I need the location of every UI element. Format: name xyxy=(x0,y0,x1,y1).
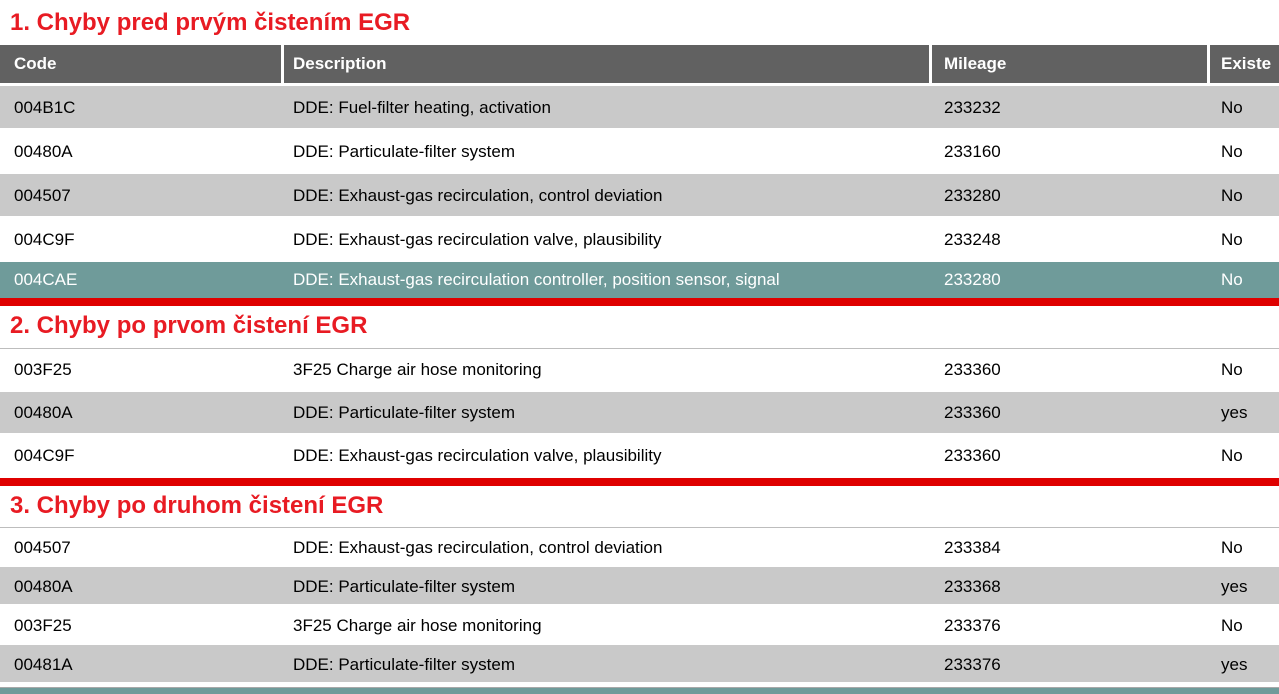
mileage-cell: 233360 xyxy=(944,446,1001,466)
existent-cell: No xyxy=(1221,537,1243,557)
description-cell: DDE: Exhaust-gas recirculation, control … xyxy=(293,537,663,557)
mileage-cell: 233160 xyxy=(944,141,1001,161)
mileage-cell: 233376 xyxy=(944,615,1001,635)
fault-row[interactable]: 004CAE DDE: Exhaust-gas recirculation co… xyxy=(0,261,1279,298)
fault-rows-section-3: 004507 DDE: Exhaust-gas recirculation, c… xyxy=(0,528,1279,685)
description-cell: DDE: Exhaust-gas recirculation controlle… xyxy=(293,269,780,289)
mileage-cell: 233360 xyxy=(944,360,1001,380)
fault-table-header: Code Description Mileage Existe xyxy=(0,44,1279,83)
fault-row[interactable]: 004507 DDE: Exhaust-gas recirculation, c… xyxy=(0,173,1279,218)
mileage-cell: 233280 xyxy=(944,185,1001,205)
existent-cell: No xyxy=(1221,360,1243,380)
table-top-border xyxy=(0,347,1279,349)
description-cell: DDE: Particulate-filter system xyxy=(293,403,515,423)
code-cell: 00480A xyxy=(14,141,73,161)
mileage-cell: 233368 xyxy=(944,576,1001,596)
section-2-title: 2. Chyby po prvom čistení EGR xyxy=(10,311,368,339)
column-header-code: Code xyxy=(0,44,284,83)
fault-row[interactable]: 004C9F DDE: Exhaust-gas recirculation va… xyxy=(0,434,1279,478)
fault-row[interactable]: 00481A DDE: Particulate-filter system 23… xyxy=(0,645,1279,685)
description-cell: 3F25 Charge air hose monitoring xyxy=(293,360,542,380)
fault-row[interactable]: 003F25 3F25 Charge air hose monitoring 2… xyxy=(0,348,1279,392)
description-cell: DDE: Fuel-filter heating, activation xyxy=(293,97,551,117)
fault-rows-section-1: 004B1C DDE: Fuel-filter heating, activat… xyxy=(0,85,1279,298)
description-cell: DDE: Particulate-filter system xyxy=(293,141,515,161)
description-cell: 3F25 Charge air hose monitoring xyxy=(293,615,542,635)
red-divider xyxy=(0,477,1279,486)
section-1-title: 1. Chyby pred prvým čistením EGR xyxy=(10,9,411,36)
existent-cell: yes xyxy=(1221,654,1248,674)
fault-row[interactable]: 004C9F DDE: Exhaust-gas recirculation va… xyxy=(0,217,1279,262)
code-cell: 004C9F xyxy=(14,229,75,249)
column-header-description: Description xyxy=(284,44,932,83)
code-cell: 004B1C xyxy=(14,97,76,117)
mileage-cell: 233280 xyxy=(944,269,1001,289)
existent-cell: yes xyxy=(1221,576,1248,596)
section-before-first-cleaning: 1. Chyby pred prvým čistením EGR Code De… xyxy=(0,9,1279,298)
fault-row[interactable]: 00480A DDE: Particulate-filter system 23… xyxy=(0,391,1279,435)
existent-cell: No xyxy=(1221,97,1243,117)
fault-row[interactable]: 003F25 3F25 Charge air hose monitoring 2… xyxy=(0,606,1279,646)
existent-cell: No xyxy=(1221,269,1243,289)
code-cell: 004507 xyxy=(14,185,71,205)
mileage-cell: 233360 xyxy=(944,403,1001,423)
mileage-cell: 233232 xyxy=(944,97,1001,117)
existent-cell: No xyxy=(1221,141,1243,161)
code-cell: 00480A xyxy=(14,403,73,423)
code-cell: 003F25 xyxy=(14,615,72,635)
section-3-title: 3. Chyby po druhom čistení EGR xyxy=(10,491,384,519)
description-cell: DDE: Exhaust-gas recirculation valve, pl… xyxy=(293,229,662,249)
column-header-mileage: Mileage xyxy=(932,44,1210,83)
existent-cell: No xyxy=(1221,446,1243,466)
table-top-border xyxy=(0,527,1279,529)
existent-cell: yes xyxy=(1221,403,1248,423)
section-after-second-cleaning: 3. Chyby po druhom čistení EGR 004507 DD… xyxy=(0,492,1279,694)
existent-cell: No xyxy=(1221,185,1243,205)
fault-row[interactable]: 00480A DDE: Particulate-filter system 23… xyxy=(0,129,1279,174)
code-cell: 00480A xyxy=(14,576,73,596)
fault-row[interactable]: 004507 DDE: Exhaust-gas recirculation, c… xyxy=(0,528,1279,568)
description-cell: DDE: Exhaust-gas recirculation valve, pl… xyxy=(293,446,662,466)
section-after-first-cleaning: 2. Chyby po prvom čistení EGR 003F25 3F2… xyxy=(0,312,1279,478)
code-cell: 003F25 xyxy=(14,360,72,380)
fault-rows-section-2: 003F25 3F25 Charge air hose monitoring 2… xyxy=(0,348,1279,478)
existent-cell: No xyxy=(1221,229,1243,249)
mileage-cell: 233376 xyxy=(944,654,1001,674)
code-cell: 004507 xyxy=(14,537,71,557)
column-header-existent: Existe xyxy=(1221,53,1272,73)
code-cell: 00481A xyxy=(14,654,73,674)
code-cell: 004C9F xyxy=(14,446,75,466)
fault-row[interactable]: 00480A DDE: Particulate-filter system 23… xyxy=(0,567,1279,607)
next-row-sliver xyxy=(0,687,1279,694)
mileage-cell: 233384 xyxy=(944,537,1001,557)
existent-cell: No xyxy=(1221,615,1243,635)
red-divider xyxy=(0,297,1279,306)
description-cell: DDE: Exhaust-gas recirculation, control … xyxy=(293,185,663,205)
fault-row[interactable]: 004B1C DDE: Fuel-filter heating, activat… xyxy=(0,85,1279,130)
description-cell: DDE: Particulate-filter system xyxy=(293,654,515,674)
description-cell: DDE: Particulate-filter system xyxy=(293,576,515,596)
mileage-cell: 233248 xyxy=(944,229,1001,249)
code-cell: 004CAE xyxy=(14,269,78,289)
